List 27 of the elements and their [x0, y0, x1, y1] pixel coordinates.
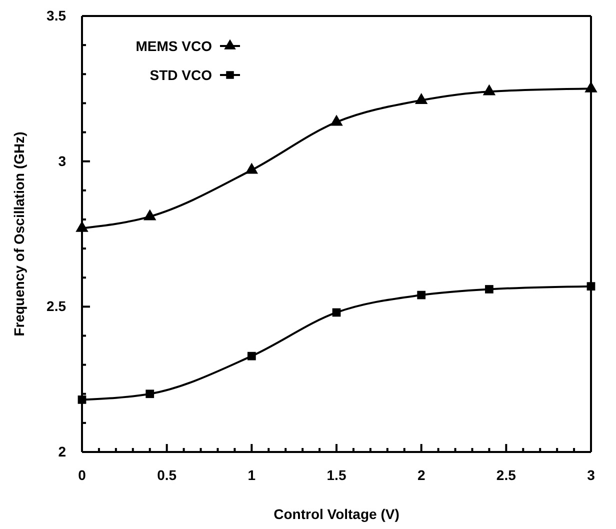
- x-tick-label: 2.5: [496, 466, 516, 483]
- point: [78, 395, 86, 404]
- x-tick-label: 2: [417, 466, 426, 483]
- x-tick-label: 0: [78, 466, 86, 483]
- y-tick-label: 3.5: [46, 7, 66, 24]
- x-tick-label: 1: [248, 466, 256, 483]
- point: [586, 282, 596, 291]
- point: [330, 114, 343, 126]
- y-tick-label: 3: [58, 152, 66, 169]
- point: [414, 92, 428, 104]
- point: [245, 162, 258, 174]
- y-tick-label: 2: [58, 443, 66, 460]
- point: [332, 308, 341, 317]
- x-tick-label: 3: [587, 466, 596, 483]
- point: [247, 352, 256, 360]
- y-axis-title: Frequency of Oscillation (GHz): [11, 132, 27, 336]
- point: [146, 390, 154, 398]
- legend-label: MEMS VCO: [136, 38, 212, 54]
- y-tick-label: 2.5: [46, 298, 66, 314]
- point: [144, 209, 156, 220]
- x-axis-title: Control Voltage (V): [274, 506, 400, 522]
- legend-label: STD VCO: [150, 67, 212, 83]
- x-tick-label: 1.5: [326, 466, 346, 483]
- x-tick-label: 0.5: [157, 466, 177, 483]
- point: [417, 290, 426, 300]
- point: [482, 84, 496, 96]
- point: [485, 285, 494, 294]
